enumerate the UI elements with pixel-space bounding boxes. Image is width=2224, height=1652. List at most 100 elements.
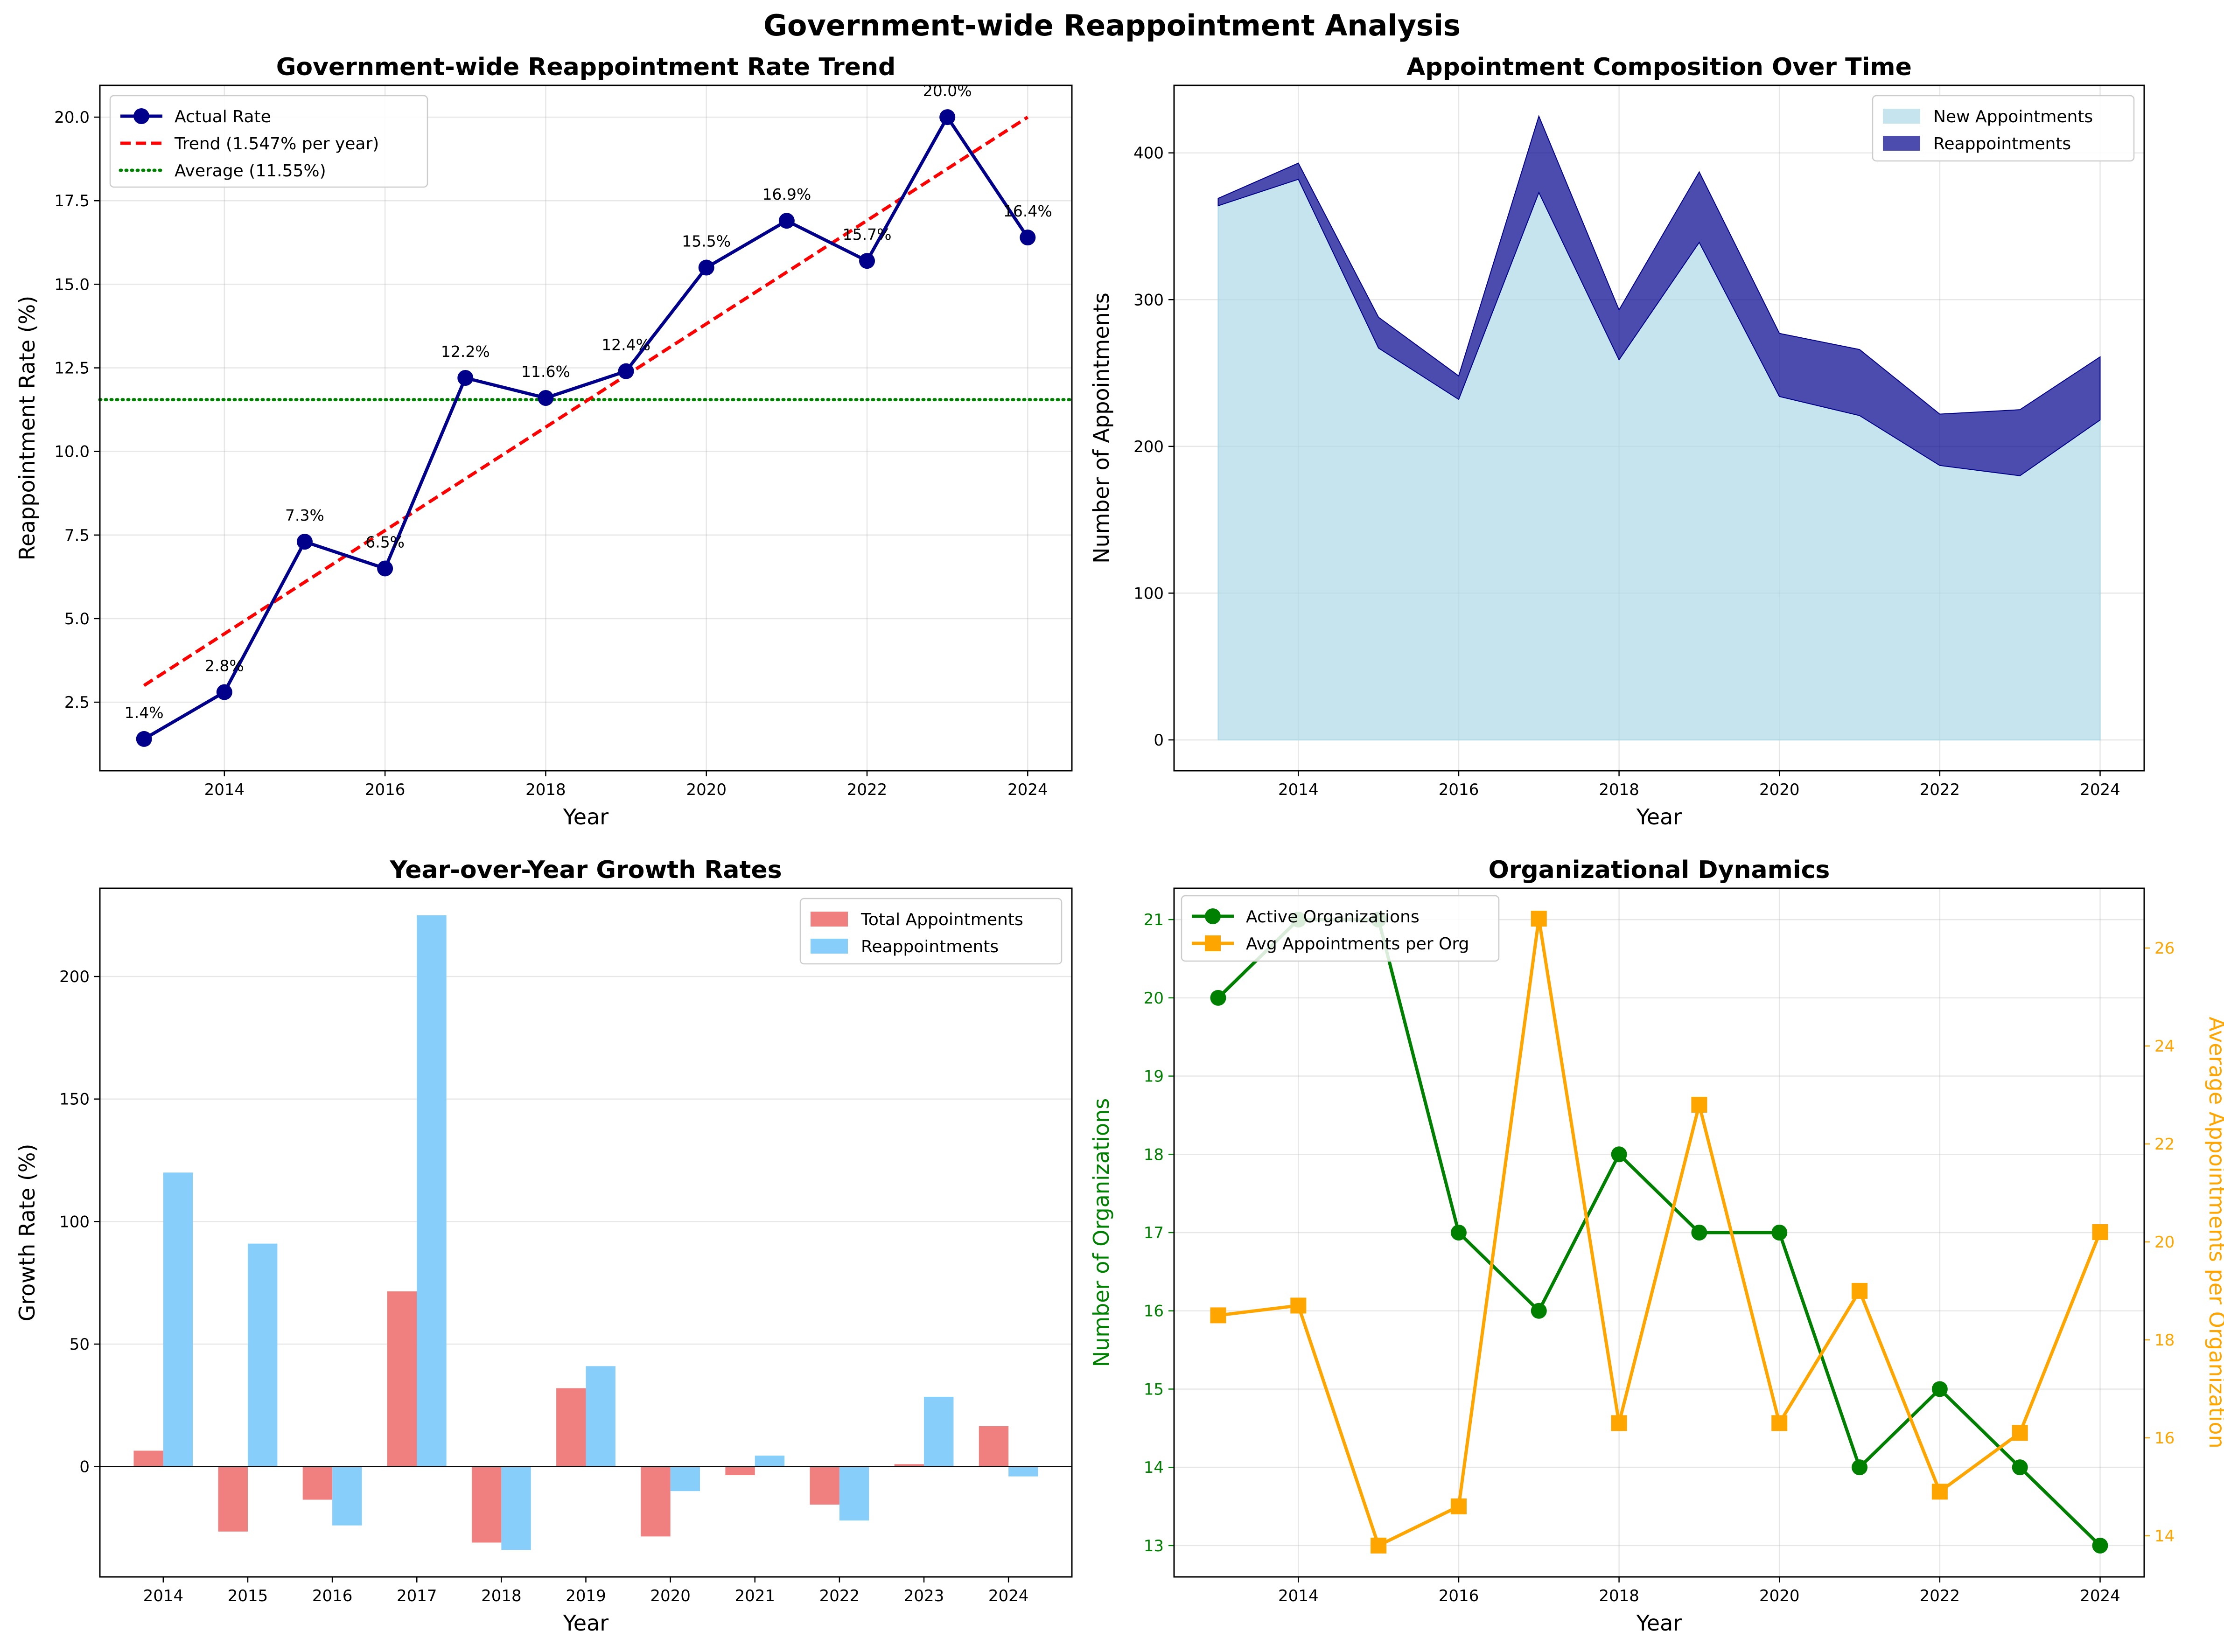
- reappointment-growth-bar: [586, 1366, 615, 1467]
- rate-data-label: 12.4%: [601, 336, 650, 354]
- total-growth-bar: [556, 1388, 586, 1467]
- x-tick-label: 2016: [365, 781, 406, 799]
- y-tick-label: 17: [1144, 1224, 1164, 1242]
- x-tick-label: 2014: [143, 1587, 184, 1605]
- y-tick-label: 12.5: [54, 359, 90, 378]
- actual-rate-point: [377, 560, 393, 577]
- y-tick-label-right: 18: [2154, 1331, 2175, 1350]
- rate-data-label: 6.5%: [365, 533, 405, 551]
- reappointment-growth-bar: [1008, 1466, 1038, 1477]
- axes-frame: [1173, 84, 2145, 772]
- y-tick-label: 2.5: [64, 693, 90, 712]
- y-tick-label: 13: [1144, 1537, 1164, 1555]
- rate-data-label: 12.2%: [441, 342, 490, 361]
- actual-rate-point: [1020, 230, 1036, 246]
- reappointment-growth-bar: [163, 1172, 193, 1467]
- y-tick-label-right: 14: [2154, 1527, 2175, 1546]
- y-tick-label: 17.5: [54, 192, 90, 210]
- y-tick-label: 200: [1133, 438, 1164, 456]
- total-growth-bar: [302, 1466, 333, 1500]
- y-tick-label-right: 16: [2154, 1429, 2175, 1448]
- actual-rate-point: [939, 109, 956, 125]
- y-axis-label: Reappointment Rate (%): [14, 296, 40, 561]
- y-tick-label: 5.0: [64, 610, 90, 628]
- x-tick-label: 2016: [1439, 1587, 1479, 1605]
- actual-rate-point: [216, 684, 232, 700]
- active-organizations-point: [1611, 1146, 1627, 1163]
- x-axis-label: Year: [1636, 804, 1682, 829]
- legend-label: Avg Appointments per Org: [1246, 934, 1469, 954]
- rate-data-label: 7.3%: [285, 506, 324, 524]
- reappointment-growth-bar: [924, 1396, 954, 1467]
- actual-rate-point: [136, 731, 152, 747]
- x-tick-label: 2018: [1599, 781, 1639, 799]
- legend-swatch-marker: [1205, 908, 1221, 924]
- axes-title: Year-over-Year Growth Rates: [389, 856, 782, 884]
- y-tick-label: 14: [1144, 1458, 1164, 1477]
- active-organizations-point: [2092, 1537, 2108, 1554]
- x-axis-label: Year: [563, 804, 608, 829]
- y-axis-label: Number of Appointments: [1089, 293, 1114, 564]
- avg-appointments-point: [1931, 1484, 1948, 1500]
- axes-title: Appointment Composition Over Time: [1406, 53, 1912, 81]
- reappointment-growth-bar: [670, 1466, 700, 1492]
- x-tick-label: 2020: [686, 781, 727, 799]
- x-tick-label: 2020: [1759, 781, 1800, 799]
- axes-title: Organizational Dynamics: [1489, 856, 1830, 884]
- total-growth-bar: [725, 1466, 755, 1476]
- y-tick-label: 400: [1133, 144, 1164, 163]
- y-tick-label: 16: [1144, 1302, 1164, 1321]
- rate-data-label: 15.7%: [843, 225, 892, 244]
- actual-rate-line: [143, 115, 1029, 740]
- x-tick-label: 2024: [1007, 781, 1048, 799]
- y-tick-label-right: 26: [2154, 939, 2175, 958]
- legend-swatch: [811, 939, 848, 954]
- avg-appointments-point: [1852, 1283, 1868, 1299]
- x-axis-label: Year: [1636, 1610, 1682, 1636]
- reappointment-growth-bar: [839, 1466, 869, 1521]
- total-growth-bar: [810, 1466, 839, 1505]
- y-tick-label: 21: [1144, 911, 1164, 929]
- total-growth-bar: [133, 1450, 163, 1467]
- x-tick-label: 2015: [228, 1587, 268, 1605]
- x-tick-label: 2020: [650, 1587, 691, 1605]
- axes-frame: [99, 887, 1073, 1578]
- avg-appointments-point: [1290, 1297, 1307, 1314]
- y-tick-label: 100: [59, 1213, 90, 1231]
- y-tick-label: 19: [1144, 1067, 1164, 1086]
- total-growth-bar: [894, 1464, 924, 1467]
- axes-frame: [1173, 887, 2145, 1578]
- x-tick-label: 2016: [1439, 781, 1479, 799]
- reappointment-growth-bar: [247, 1243, 278, 1467]
- legend-frame: [1872, 95, 2135, 162]
- x-axis-label: Year: [563, 1610, 608, 1636]
- legend-label: Trend (1.547% per year): [174, 134, 379, 153]
- legend-label: Reappointments: [1933, 134, 2071, 153]
- legend-label: Average (11.55%): [175, 161, 326, 181]
- y-tick-label-right: 22: [2154, 1135, 2175, 1154]
- x-tick-label: 2016: [312, 1587, 353, 1605]
- rate-data-label: 1.4%: [125, 704, 164, 722]
- active-organizations-point: [2012, 1459, 2028, 1476]
- y-tick-label: 7.5: [64, 526, 90, 545]
- actual-rate-point: [698, 259, 714, 276]
- x-tick-label: 2022: [847, 781, 888, 799]
- y-tick-label: 10.0: [54, 443, 90, 461]
- chart-root: 2014 2016 2018 2020 2022 2024 2.5 5.0 7.5 10.0 12.…: [14, 53, 2224, 1636]
- actual-rate-point: [538, 390, 554, 406]
- x-tick-label: 2019: [566, 1587, 606, 1605]
- active-organizations-point: [1450, 1225, 1467, 1241]
- organizational-dynamics-panel: 2014 2016 2018 2020 2022 20241314151617181920…: [1089, 856, 2224, 1636]
- avg-appointments-point: [1371, 1537, 1387, 1554]
- legend-label: Active Organizations: [1246, 907, 1420, 927]
- actual-rate-point: [859, 253, 875, 269]
- composition-panel: 2014 2016 2018 2020 2022 2024 0 100 200 300 400 App…: [1089, 53, 2145, 829]
- rate-data-label: 20.0%: [923, 82, 972, 100]
- x-tick-label: 2018: [1599, 1587, 1639, 1605]
- y-axis-label-right: Average Appointments per Organization: [2204, 1017, 2224, 1449]
- y-tick-label-right: 24: [2154, 1037, 2175, 1056]
- legend-label: Reappointments: [861, 937, 999, 956]
- rate-data-label: 15.5%: [682, 232, 731, 251]
- active-organizations-point: [1771, 1225, 1788, 1241]
